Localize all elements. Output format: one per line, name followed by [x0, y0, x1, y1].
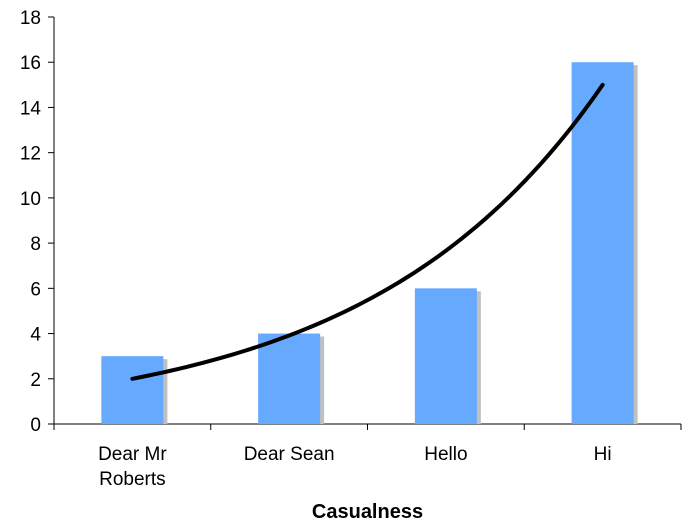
y-tick-label: 12: [20, 144, 41, 165]
y-tick-label: 0: [30, 415, 41, 436]
x-category-label: Dear Sean: [244, 444, 335, 465]
y-tick-label: 16: [20, 53, 41, 74]
bar: [101, 356, 164, 424]
bars: [101, 62, 638, 424]
y-tick-label: 14: [20, 98, 42, 119]
x-axis: Dear Mr Roberts Dear Sean Hello Hi: [53, 423, 682, 490]
x-category-label: Hello: [424, 444, 467, 465]
trendline: [130, 82, 605, 381]
bar: [258, 333, 321, 424]
y-axis: 0 2 4 6 8 10 12 14 16 18: [20, 8, 55, 436]
y-tick-label: 2: [30, 370, 41, 391]
bar: [414, 288, 477, 424]
x-axis-title: Casualness: [312, 501, 423, 523]
trendline-path: [130, 82, 605, 381]
y-tick-label: 4: [30, 325, 41, 346]
y-tick-label: 6: [30, 279, 41, 300]
bar: [571, 62, 634, 424]
y-tick-label: 8: [30, 234, 41, 255]
x-category-label: Dear Mr Roberts: [98, 444, 167, 490]
y-tick-label: 18: [20, 8, 41, 29]
x-category-label: Hi: [594, 444, 612, 465]
y-tick-label: 10: [20, 189, 41, 210]
